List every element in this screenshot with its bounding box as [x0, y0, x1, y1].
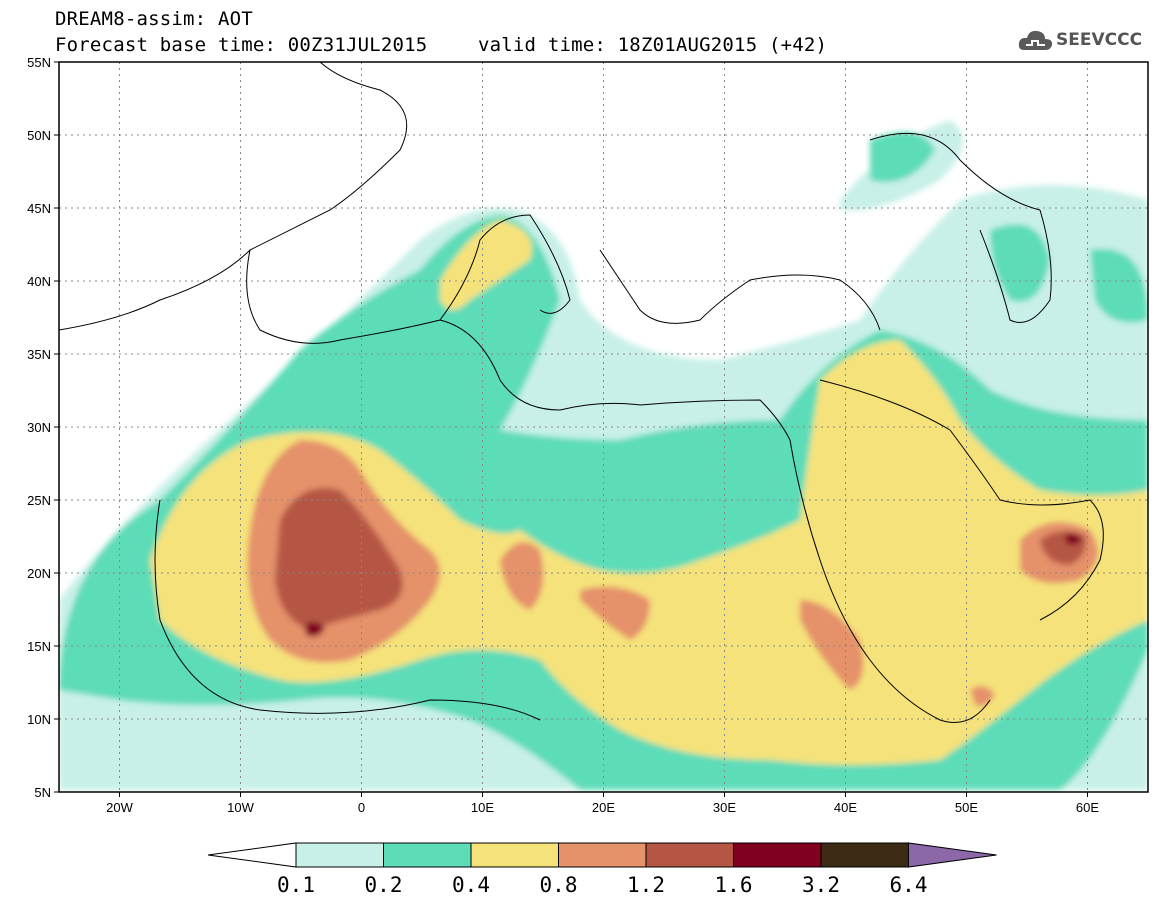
aot-contour-1.6	[305, 622, 325, 637]
colorbar-swatch	[383, 842, 472, 868]
aot-contour-1.6-oman	[1065, 533, 1082, 545]
lon-tick-label: 20W	[106, 800, 133, 815]
colorbar-label: 3.2	[802, 873, 840, 897]
colorbar: 0.1 0.2 0.4 0.8 1.2 1.6 3.2 6.4	[207, 842, 997, 897]
lon-labels: 20W 10W 0 10E 20E 30E 40E 50E 60E	[106, 792, 1099, 815]
colorbar-swatch	[470, 842, 559, 868]
lat-tick-label: 25N	[27, 493, 51, 508]
lon-tick-label: 20E	[592, 800, 615, 815]
aot-contour-0.2-ukr	[870, 132, 935, 182]
colorbar-over-triangle	[908, 842, 997, 868]
lon-tick-label: 50E	[955, 800, 978, 815]
colorbar-label: 6.4	[890, 873, 928, 897]
aot-contour-0.2-caspian	[990, 224, 1050, 302]
lon-tick-label: 30E	[713, 800, 736, 815]
aot-contour-1.2	[275, 488, 403, 630]
lon-tick-label: 10W	[227, 800, 254, 815]
lat-tick-label: 20N	[27, 566, 51, 581]
colorbar-swatch	[558, 842, 647, 868]
lat-tick-label: 15N	[27, 639, 51, 654]
lat-tick-label: 55N	[27, 55, 51, 70]
valid-time: valid time: 18Z01AUG2015 (+42)	[478, 34, 828, 56]
colorbar-label: 0.8	[540, 873, 578, 897]
aot-contour-0.4-italy	[440, 220, 532, 310]
colorbar-label: 1.2	[627, 873, 665, 897]
colorbar-swatch	[820, 842, 909, 868]
colorbar-label: 0.2	[365, 873, 403, 897]
aot-contour-0.8-chad	[580, 586, 650, 640]
lat-tick-label: 35N	[27, 347, 51, 362]
aot-contour-0.8-niger	[500, 542, 544, 610]
gridlines	[59, 62, 1148, 792]
lat-tick-label: 5N	[34, 785, 51, 800]
colorbar-label: 0.1	[277, 873, 315, 897]
coastlines	[59, 62, 1104, 723]
lat-tick-label: 40N	[27, 274, 51, 289]
aot-contour-0.4	[150, 340, 1148, 765]
colorbar-under-triangle	[207, 842, 297, 868]
lat-tick-label: 30N	[27, 420, 51, 435]
lat-tick-label: 50N	[27, 128, 51, 143]
lat-tick-label: 10N	[27, 712, 51, 727]
lon-tick-label: 60E	[1076, 800, 1099, 815]
colorbar-label: 1.6	[715, 873, 753, 897]
colorbar-label: 0.4	[452, 873, 490, 897]
logo-text: SEEVCCC	[1056, 30, 1143, 50]
lat-labels: 55N 50N 45N 40N 35N 30N 25N 20N 15N 10N 5N	[27, 55, 59, 800]
map-plot-area	[59, 62, 1148, 792]
seevccc-logo: SEEVCCC	[1018, 26, 1142, 54]
colorbar-swatch	[733, 842, 822, 868]
aot-contour-0.8-sudan	[800, 600, 864, 690]
lat-tick-label: 45N	[27, 201, 51, 216]
colorbar-swatch	[295, 842, 384, 868]
colorbar-swatch	[645, 842, 734, 868]
lon-tick-label: 0	[358, 800, 365, 815]
lon-tick-label: 10E	[471, 800, 494, 815]
lon-tick-label: 40E	[834, 800, 857, 815]
map-title: DREAM8-assim: AOT	[55, 8, 253, 30]
forecast-base-time: Forecast base time: 00Z31JUL2015	[55, 34, 428, 56]
aot-field	[59, 120, 1148, 790]
cloud-icon	[1018, 30, 1053, 50]
aot-contour-0.2-ne	[1090, 248, 1148, 323]
